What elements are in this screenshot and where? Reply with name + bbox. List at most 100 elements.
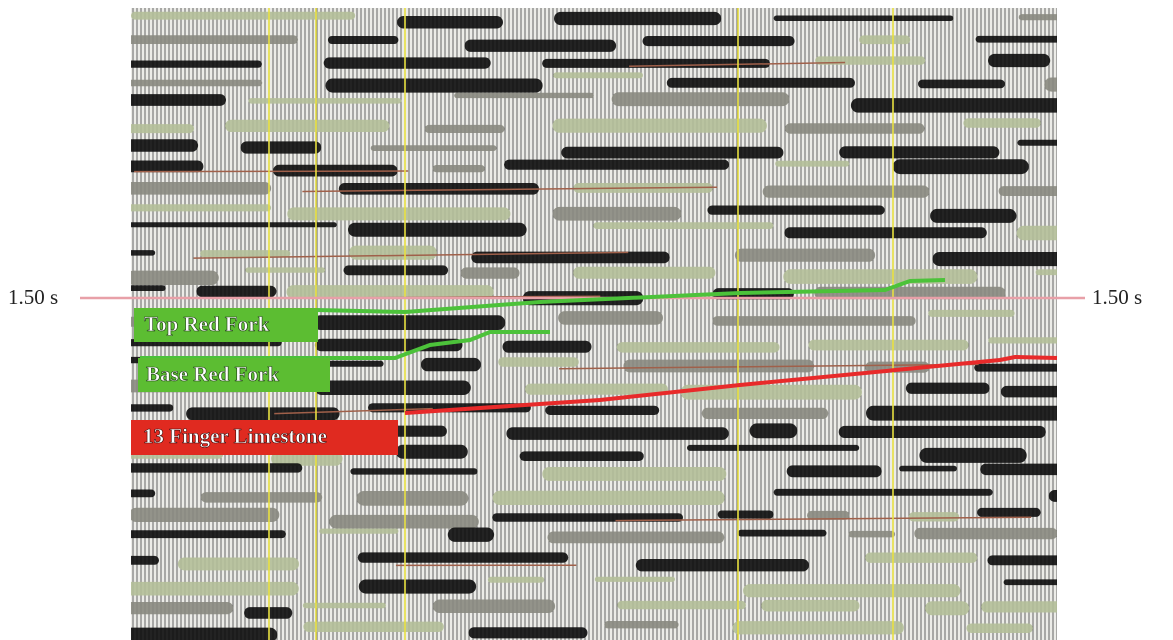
reflector (839, 146, 999, 158)
reflector (396, 445, 468, 459)
reflector (315, 381, 471, 396)
reflector (397, 16, 503, 29)
reflector (349, 246, 437, 260)
reflector (918, 80, 1005, 89)
reflector (94, 404, 174, 411)
reflector (131, 12, 355, 20)
reflector (126, 271, 218, 285)
reflector (612, 92, 790, 106)
reflector (1001, 386, 1173, 398)
horizon-label: 13 Finger Limestone (143, 424, 327, 448)
seismic-figure: 1.50 s 1.50 s Top Red Fork Base Red Fork… (0, 0, 1173, 640)
horizon-label: Top Red Fork (144, 312, 270, 336)
reflector (225, 120, 389, 132)
reflector (561, 147, 783, 159)
reflector (988, 54, 1050, 67)
reflector (980, 464, 1092, 476)
reflector (504, 160, 729, 170)
reflector (425, 125, 505, 133)
reflector (554, 12, 721, 25)
reflector (643, 36, 795, 46)
reflector (244, 607, 292, 619)
reflector (702, 408, 828, 419)
reflector (707, 206, 884, 215)
reflector (839, 426, 1046, 438)
reflector (129, 508, 279, 522)
reflector (548, 532, 725, 544)
reflector (865, 553, 977, 563)
reflector (241, 141, 322, 153)
reflector (465, 40, 616, 52)
reflector (784, 227, 986, 238)
reflector (893, 159, 1029, 174)
reflector (326, 79, 543, 93)
reflector (617, 342, 780, 353)
reflector (319, 529, 398, 534)
reflector (783, 269, 977, 284)
reflector (687, 445, 859, 451)
reflector (738, 530, 827, 537)
reflector (966, 624, 1033, 634)
reflector (1004, 579, 1168, 585)
reflector (101, 285, 165, 291)
reflector (851, 98, 1090, 113)
reflector (76, 35, 298, 44)
reflector (1049, 490, 1173, 502)
reflector (977, 508, 1040, 517)
reflector (914, 528, 1057, 539)
reflector (201, 492, 322, 503)
reflector (809, 340, 969, 351)
reflector (743, 584, 960, 597)
reflector (774, 489, 993, 496)
reflector (448, 528, 494, 542)
reflector (348, 223, 527, 237)
reflector (763, 186, 930, 198)
reflector (433, 165, 485, 172)
reflector (906, 383, 990, 394)
reflector (93, 602, 234, 614)
reflector (329, 515, 479, 529)
reflector (775, 161, 849, 167)
reflector (95, 250, 155, 256)
reflector (245, 267, 325, 272)
reflector (324, 57, 491, 68)
reflector (785, 123, 925, 134)
reflector (718, 511, 774, 519)
reflector (359, 580, 476, 594)
reflector (595, 577, 675, 582)
reflector (328, 36, 399, 44)
reflector (733, 621, 904, 634)
reflector (358, 552, 568, 562)
reflector (1036, 269, 1110, 275)
reflector (963, 118, 1040, 128)
reflector (106, 530, 286, 538)
reflector (350, 468, 477, 474)
reflector (558, 311, 663, 325)
page: 1.50 s 1.50 s Top Red Fork Base Red Fork… (0, 0, 1173, 640)
reflector (593, 222, 773, 229)
reflector (1017, 226, 1173, 241)
reflector (761, 600, 859, 612)
reflector (421, 358, 481, 371)
reflector (123, 161, 203, 173)
reflector (86, 139, 199, 152)
reflector (313, 315, 505, 330)
reflector (988, 337, 1070, 343)
reflector (981, 601, 1173, 612)
brown-event (134, 171, 408, 172)
reflector (974, 364, 1173, 372)
reflector (503, 341, 592, 353)
time-label: 1.50 s (8, 285, 58, 309)
reflector (469, 627, 588, 638)
reflector (667, 78, 855, 88)
reflector (506, 427, 728, 440)
reflector (178, 558, 299, 571)
reflector (303, 622, 444, 632)
reflector (498, 357, 579, 366)
reflector (433, 600, 555, 614)
reflector (713, 316, 916, 326)
reflector (987, 555, 1130, 565)
reflector (542, 467, 726, 481)
reflector (454, 93, 594, 98)
reflector (925, 601, 969, 615)
